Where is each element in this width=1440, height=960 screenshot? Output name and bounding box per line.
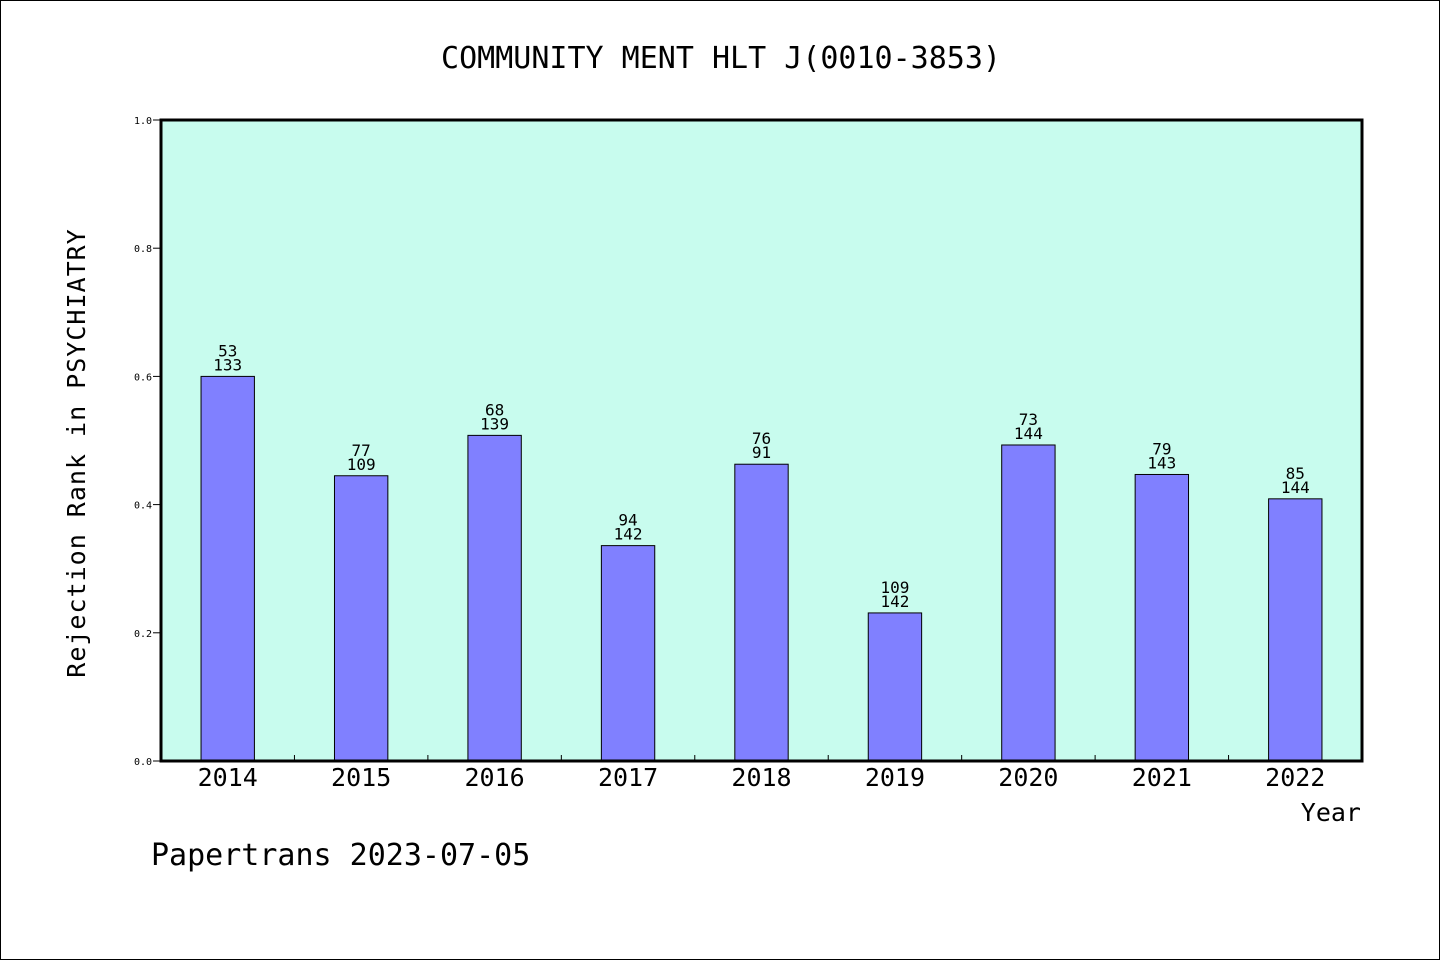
y-tick-label-0.0: 0.0 [134,757,152,768]
bar-label-top-2022: 85 [1286,464,1305,483]
x-tick-label-2021: 2021 [1132,763,1192,792]
bar-2018 [734,463,789,762]
y-tick-label-1.0: 1.0 [134,116,152,127]
bar-label-top-2014: 53 [218,341,237,360]
y-tick-label-0.2: 0.2 [134,629,152,640]
x-axis-label: Year [1301,798,1361,827]
bar-label-top-2018: 76 [752,429,771,448]
x-tick-label-2018: 2018 [731,763,791,792]
y-axis-label: Rejection Rank in PSYCHIATRY [62,228,91,677]
bar-label-bottom-2018: 91 [752,443,771,462]
footer-credit: Papertrans 2023-07-05 [151,838,530,873]
y-tick-label-0.8: 0.8 [134,244,152,255]
chart-title: COMMUNITY MENT HLT J(0010-3853) [441,41,1001,76]
x-tick-label-2019: 2019 [865,763,925,792]
bar-2020 [1001,444,1056,762]
bar-label-top-2017: 94 [618,511,637,530]
bar-label-bottom-2014: 133 [213,355,242,374]
bar-label-top-2015: 77 [352,441,371,460]
bar-label-top-2019: 109 [880,578,909,597]
bars-layer: 5313377109681399414276911091427314479143… [200,341,1323,762]
bar-2022 [1268,498,1323,762]
x-tick-label-2014: 2014 [198,763,258,792]
bar-2019 [867,612,923,762]
bar-label-top-2021: 79 [1152,439,1171,458]
bar-label-bottom-2017: 142 [614,525,643,544]
bar-label-bottom-2016: 139 [480,414,509,433]
bar-label-bottom-2019: 142 [880,592,909,611]
bar-2016 [467,434,522,762]
x-tick-label-2022: 2022 [1265,763,1325,792]
y-tick-label-0.4: 0.4 [134,501,152,512]
x-tick-label-2020: 2020 [998,763,1058,792]
bar-2015 [333,475,389,762]
axis-layer: 2014 2015 2016 2017 2018 2019 2020 2021 2022 0.0 0… [134,116,1325,792]
bar-label-bottom-2021: 143 [1147,453,1176,472]
bar-2014 [200,375,255,762]
bar-label-bottom-2022: 144 [1281,478,1310,497]
bar-label-bottom-2015: 109 [347,455,376,474]
bar-2017 [600,545,656,762]
x-tick-label-2015: 2015 [331,763,391,792]
bar-2021 [1134,473,1190,762]
plot-frame [159,118,1364,763]
bar-label-bottom-2020: 144 [1014,424,1043,443]
y-tick-label-0.6: 0.6 [134,372,152,383]
bar-label-top-2016: 68 [485,400,504,419]
x-tick-label-2017: 2017 [598,763,658,792]
bar-label-top-2020: 73 [1019,410,1038,429]
x-tick-label-2016: 2016 [465,763,525,792]
